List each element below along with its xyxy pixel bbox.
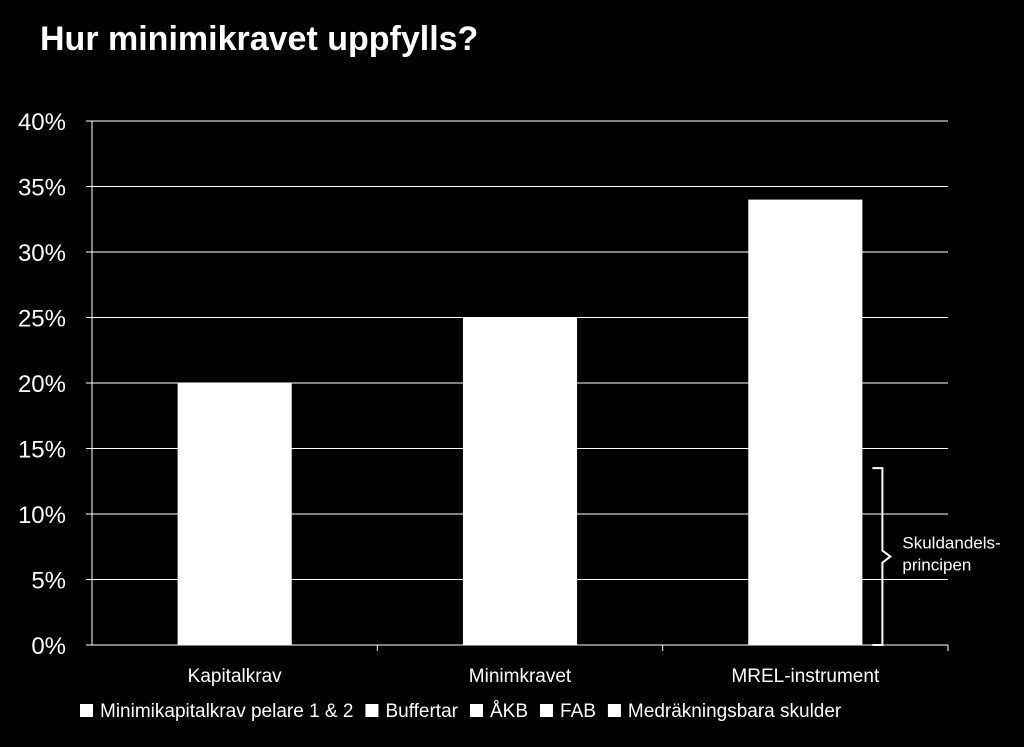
legend-label: Medräkningsbara skulder bbox=[628, 701, 842, 722]
chart-title: Hur minimikravet uppfylls? bbox=[40, 20, 479, 58]
annotation-label: principen bbox=[902, 556, 971, 575]
x-tick-label: Kapitalkrav bbox=[188, 666, 282, 687]
legend-label: FAB bbox=[560, 701, 596, 722]
annotation-bracket bbox=[872, 467, 893, 646]
legend-swatch bbox=[540, 704, 554, 717]
legend-label: Minimikapitalkrav pelare 1 & 2 bbox=[100, 701, 353, 722]
y-tick-label: 5% bbox=[31, 568, 66, 595]
y-tick-label: 20% bbox=[18, 371, 66, 398]
legend-label: ÅKB bbox=[490, 701, 528, 722]
bar bbox=[462, 317, 578, 645]
legend-swatch bbox=[365, 704, 379, 717]
legend-label: Buffertar bbox=[385, 701, 458, 722]
bar bbox=[177, 383, 292, 645]
y-tick-label: 25% bbox=[18, 306, 66, 333]
y-tick-label: 15% bbox=[18, 437, 66, 464]
legend-swatch bbox=[469, 704, 483, 717]
y-tick-label: 35% bbox=[18, 175, 66, 202]
legend-swatch bbox=[80, 704, 93, 717]
y-tick-label: 30% bbox=[18, 240, 66, 267]
y-tick-label: 40% bbox=[18, 109, 66, 136]
annotation-label: Skuldandels- bbox=[902, 534, 1000, 553]
x-tick-label: Minimkravet bbox=[469, 666, 572, 687]
y-tick-label: 0% bbox=[31, 633, 66, 660]
x-tick-label: MREL-instrument bbox=[731, 666, 880, 687]
legend-swatch bbox=[607, 704, 621, 717]
y-tick-label: 10% bbox=[18, 502, 66, 529]
bar bbox=[748, 199, 863, 645]
